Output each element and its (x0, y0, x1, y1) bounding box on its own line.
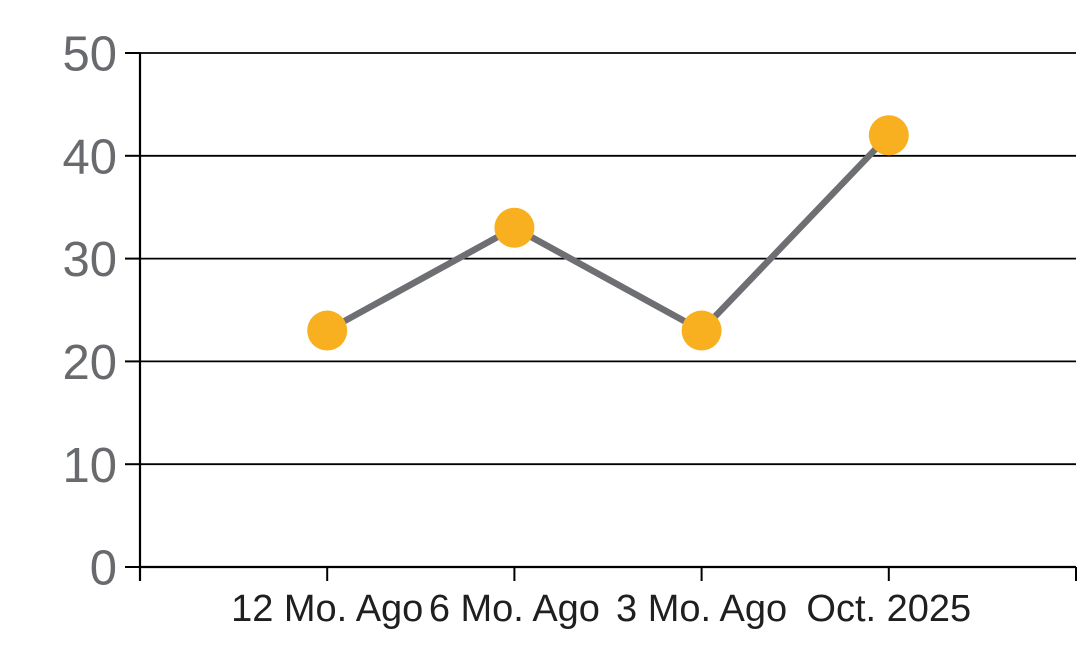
x-tick-label: Oct. 2025 (806, 588, 971, 630)
x-tick-label: 3 Mo. Ago (616, 588, 787, 630)
gridlines (140, 52, 1076, 569)
data-point (494, 207, 535, 248)
y-axis (125, 52, 142, 581)
data-point (307, 310, 348, 351)
series-line (323, 131, 893, 334)
x-tick-label: 6 Mo. Ago (429, 588, 600, 630)
y-tick-label: 0 (90, 542, 117, 596)
data-point (868, 115, 909, 156)
y-tick-label: 30 (62, 233, 117, 287)
series-line-group (323, 131, 893, 334)
data-point (681, 310, 722, 351)
x-tick-label: 12 Mo. Ago (231, 588, 423, 630)
y-tick-label: 40 (62, 130, 117, 184)
y-tick-label: 10 (62, 439, 117, 493)
data-point-group (307, 115, 909, 351)
x-axis-labels: 12 Mo. Ago 6 Mo. Ago 3 Mo. Ago Oct. 2025 (231, 588, 971, 630)
y-tick-label: 20 (62, 336, 117, 390)
y-tick-label: 50 (62, 28, 117, 82)
y-axis-labels: 0 10 20 30 40 50 (62, 28, 117, 596)
x-axis (139, 567, 1077, 581)
